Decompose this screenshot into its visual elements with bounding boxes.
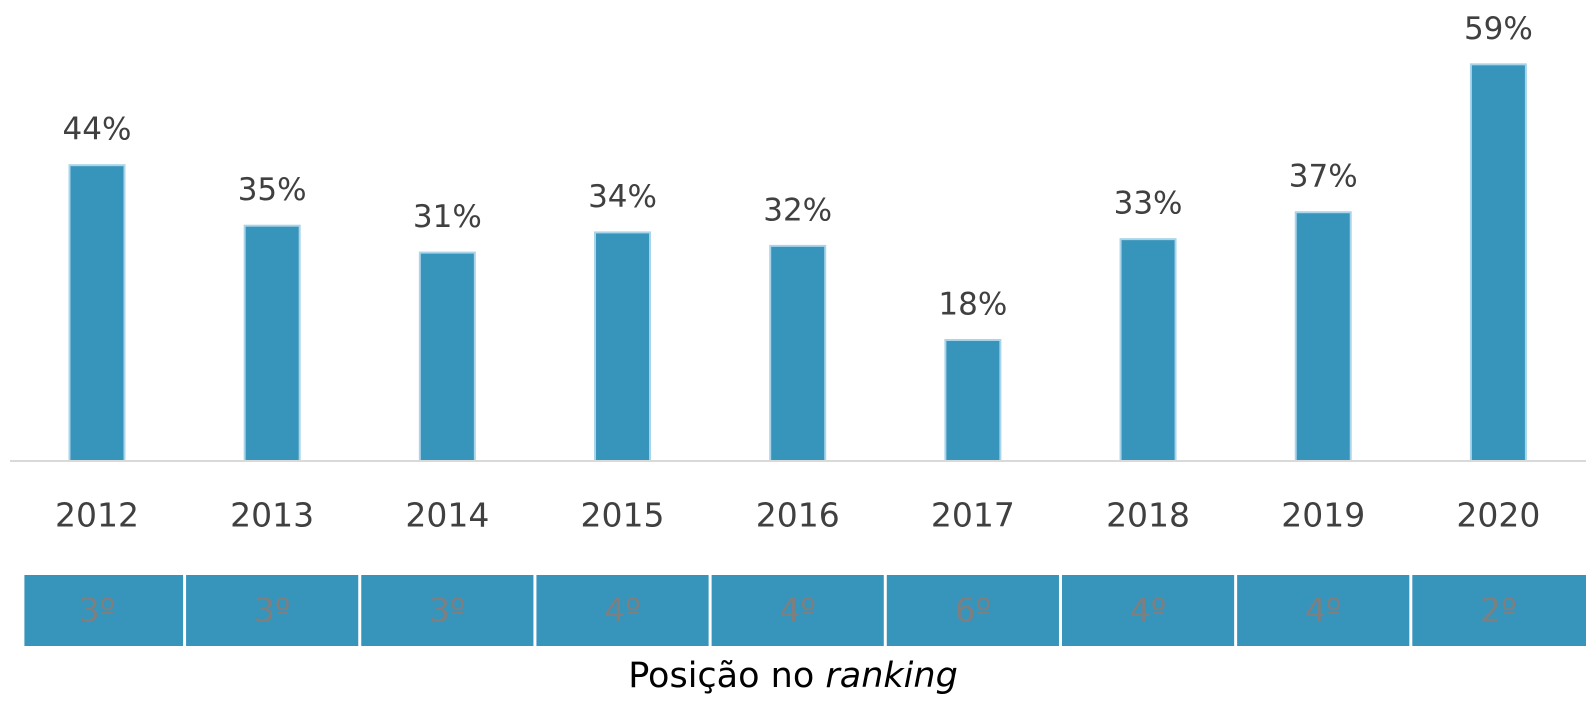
- ranking-cell: [1412, 575, 1586, 646]
- ranking-cell: [886, 575, 1059, 646]
- caption-text: Posição no: [628, 656, 814, 696]
- x-tick-label: 2012: [55, 496, 139, 535]
- value-label: 33%: [1114, 186, 1183, 222]
- ranking-label: 3º: [254, 591, 291, 630]
- x-tick-label: 2014: [405, 496, 489, 535]
- value-label: 32%: [763, 192, 832, 228]
- ranking-cell: [361, 575, 534, 646]
- ranking-label: 6º: [955, 591, 992, 630]
- value-label: 37%: [1289, 159, 1358, 195]
- ranking-cell: [1061, 575, 1235, 646]
- ranking-cell: [1237, 575, 1410, 646]
- value-label: 18%: [938, 286, 1007, 322]
- value-label: 34%: [588, 179, 657, 215]
- x-tick-label: 2016: [756, 496, 840, 535]
- ranking-label: 3º: [429, 591, 466, 630]
- x-tick-label: 2017: [931, 496, 1015, 535]
- value-label: 44%: [63, 112, 132, 148]
- bar: [1469, 63, 1527, 462]
- ranking-label: 3º: [79, 591, 116, 630]
- bar: [769, 244, 827, 462]
- caption-italic: ranking: [825, 656, 957, 696]
- bar: [418, 251, 476, 462]
- ranking-cell: [711, 575, 884, 646]
- ranking-label: 2º: [1480, 591, 1517, 630]
- bar: [1294, 211, 1352, 462]
- bar: [594, 231, 652, 462]
- bar: [1119, 238, 1177, 462]
- ranking-cell: [186, 575, 359, 646]
- value-label: 31%: [413, 199, 482, 235]
- ranking-label: 4º: [779, 591, 816, 630]
- value-label: 59%: [1464, 11, 1533, 47]
- x-tick-label: 2013: [230, 496, 314, 535]
- x-tick-label: 2019: [1281, 496, 1365, 535]
- ranking-cell: [536, 575, 709, 646]
- ranking-label: 4º: [604, 591, 641, 630]
- bar: [944, 338, 1002, 462]
- ranking-caption: Posição no ranking: [628, 656, 958, 696]
- value-label: 35%: [238, 172, 307, 208]
- x-tick-label: 2020: [1456, 496, 1540, 535]
- ranking-label: 4º: [1305, 591, 1342, 630]
- x-tick-label: 2015: [581, 496, 665, 535]
- ranking-label: 4º: [1130, 591, 1167, 630]
- ranking-cell: [24, 575, 184, 646]
- x-tick-label: 2018: [1106, 496, 1190, 535]
- bar: [243, 224, 301, 462]
- bar: [68, 164, 126, 463]
